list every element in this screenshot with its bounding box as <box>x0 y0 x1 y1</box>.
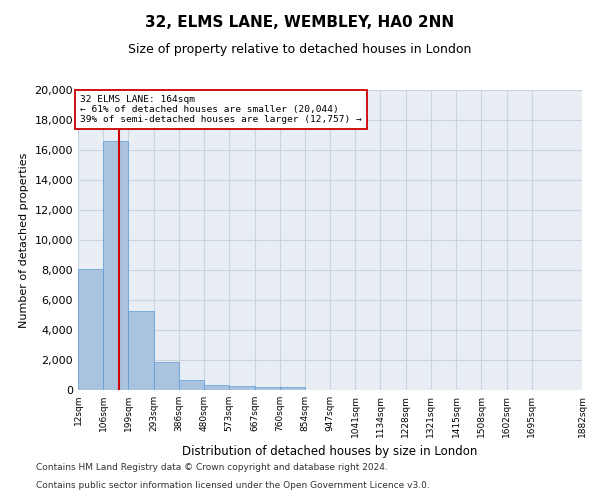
Bar <box>179 380 204 390</box>
Bar <box>103 141 128 390</box>
Text: 32, ELMS LANE, WEMBLEY, HA0 2NN: 32, ELMS LANE, WEMBLEY, HA0 2NN <box>145 15 455 30</box>
Text: 32 ELMS LANE: 164sqm
← 61% of detached houses are smaller (20,044)
39% of semi-d: 32 ELMS LANE: 164sqm ← 61% of detached h… <box>80 94 362 124</box>
Text: Size of property relative to detached houses in London: Size of property relative to detached ho… <box>128 42 472 56</box>
Bar <box>280 388 305 390</box>
Bar <box>128 310 154 390</box>
Y-axis label: Number of detached properties: Number of detached properties <box>19 152 29 328</box>
Text: Contains HM Land Registry data © Crown copyright and database right 2024.: Contains HM Land Registry data © Crown c… <box>36 464 388 472</box>
Bar <box>229 386 254 390</box>
Bar <box>154 362 179 390</box>
Bar <box>254 387 280 390</box>
Bar <box>78 268 103 390</box>
Bar <box>204 385 229 390</box>
Text: Contains public sector information licensed under the Open Government Licence v3: Contains public sector information licen… <box>36 481 430 490</box>
X-axis label: Distribution of detached houses by size in London: Distribution of detached houses by size … <box>182 446 478 458</box>
